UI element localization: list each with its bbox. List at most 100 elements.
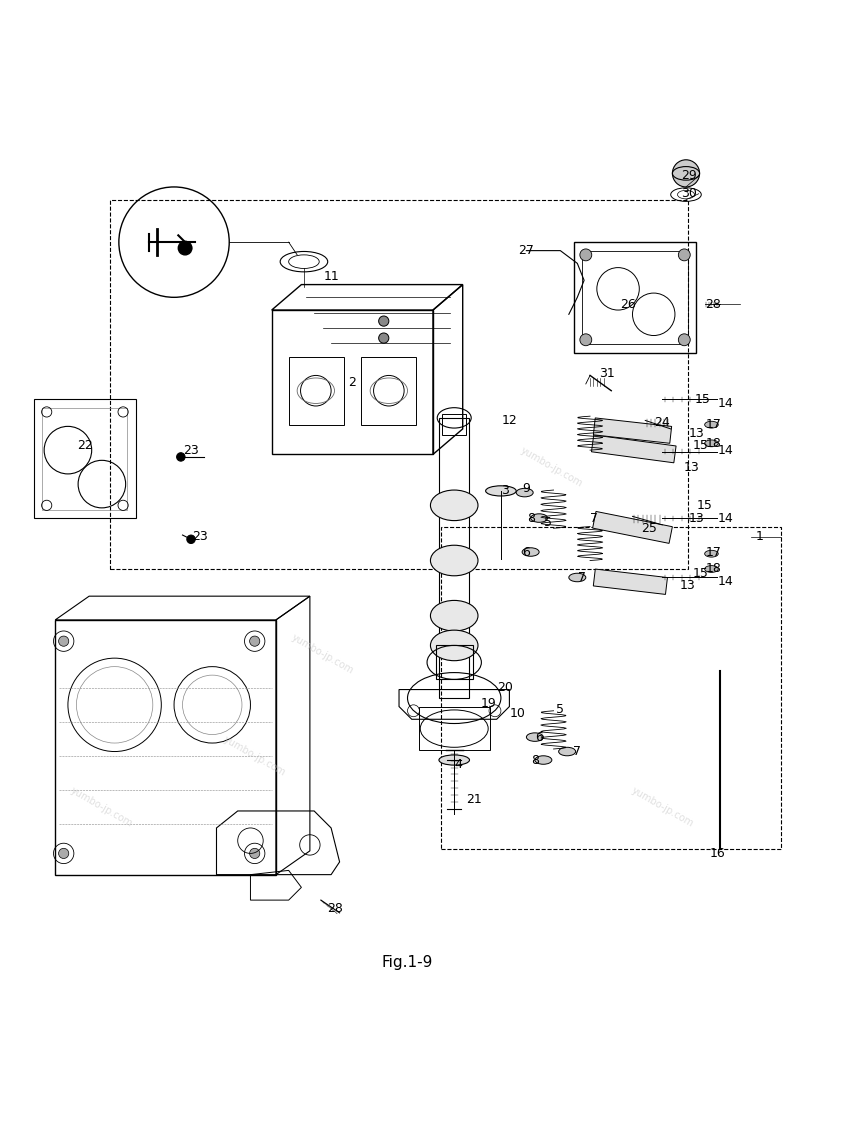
Circle shape (580, 249, 592, 261)
Text: 14: 14 (718, 444, 734, 456)
Text: 2: 2 (348, 376, 357, 389)
Text: 3: 3 (501, 485, 509, 497)
Text: yumbo-jp.com: yumbo-jp.com (629, 785, 695, 828)
Circle shape (580, 333, 592, 346)
Polygon shape (593, 418, 672, 444)
Text: 24: 24 (655, 417, 670, 429)
Ellipse shape (705, 551, 718, 558)
Text: 7: 7 (573, 745, 582, 758)
Ellipse shape (559, 748, 576, 756)
Ellipse shape (535, 756, 552, 765)
Text: 21: 21 (466, 793, 481, 807)
Ellipse shape (705, 566, 718, 572)
Text: 28: 28 (328, 902, 343, 915)
Ellipse shape (526, 733, 543, 741)
Text: 26: 26 (621, 298, 636, 311)
Text: 13: 13 (689, 512, 704, 525)
Text: 25: 25 (642, 521, 657, 535)
Circle shape (59, 848, 69, 858)
Text: 19: 19 (481, 696, 496, 710)
Text: 12: 12 (502, 414, 517, 427)
Ellipse shape (705, 421, 718, 428)
Ellipse shape (430, 545, 478, 576)
Ellipse shape (569, 574, 586, 582)
Bar (582, 250, 688, 344)
Text: 8: 8 (526, 512, 535, 525)
Bar (272, 310, 433, 454)
Text: 20: 20 (498, 682, 513, 694)
Text: 9: 9 (522, 481, 531, 495)
Text: 5: 5 (556, 702, 565, 716)
Bar (289, 356, 344, 424)
Circle shape (177, 453, 185, 461)
Bar (419, 708, 490, 750)
Text: 6: 6 (535, 731, 543, 743)
Text: 15: 15 (693, 567, 708, 579)
Ellipse shape (522, 547, 539, 556)
Ellipse shape (430, 630, 478, 661)
Bar (439, 418, 469, 698)
Polygon shape (593, 569, 667, 594)
Text: 18: 18 (706, 437, 721, 450)
Text: 22: 22 (77, 439, 93, 453)
Text: 18: 18 (706, 562, 721, 576)
Bar (110, 199, 688, 569)
Circle shape (672, 159, 700, 187)
Text: 16: 16 (710, 847, 725, 860)
Text: yumbo-jp.com: yumbo-jp.com (69, 785, 135, 828)
Circle shape (379, 333, 389, 344)
Text: 7: 7 (577, 571, 586, 584)
Text: yumbo-jp.com: yumbo-jp.com (222, 734, 288, 777)
Text: 29: 29 (682, 170, 697, 182)
Circle shape (178, 241, 192, 255)
Circle shape (59, 636, 69, 646)
Text: 31: 31 (599, 368, 615, 380)
Text: 15: 15 (697, 498, 712, 512)
Bar (436, 645, 473, 679)
Circle shape (250, 848, 260, 858)
Text: 1: 1 (756, 530, 764, 543)
Text: Fig.1-9: Fig.1-9 (382, 955, 433, 970)
Text: 5: 5 (543, 516, 552, 529)
Circle shape (250, 636, 260, 646)
Bar (55, 620, 276, 875)
Text: 4: 4 (454, 758, 463, 770)
Text: 7: 7 (590, 512, 599, 525)
Circle shape (678, 333, 690, 346)
Text: 15: 15 (695, 393, 711, 406)
Ellipse shape (430, 490, 478, 520)
Text: 23: 23 (192, 530, 207, 543)
Circle shape (678, 249, 690, 261)
Text: 13: 13 (680, 579, 695, 593)
Ellipse shape (439, 754, 469, 765)
Text: 17: 17 (706, 418, 721, 431)
Ellipse shape (531, 514, 548, 522)
Text: 14: 14 (718, 575, 734, 588)
Text: 23: 23 (183, 444, 199, 456)
Bar (361, 356, 416, 424)
Text: 14: 14 (718, 397, 734, 410)
Bar (42, 407, 127, 510)
Text: 27: 27 (519, 245, 534, 257)
Bar (442, 413, 466, 435)
Text: 6: 6 (522, 545, 531, 559)
Text: 13: 13 (684, 461, 700, 473)
Bar (441, 527, 781, 849)
Ellipse shape (486, 486, 516, 496)
Circle shape (187, 535, 195, 544)
Text: 30: 30 (682, 188, 697, 200)
Polygon shape (592, 435, 676, 463)
Ellipse shape (430, 601, 478, 630)
Text: yumbo-jp.com: yumbo-jp.com (519, 445, 585, 489)
Text: 11: 11 (323, 270, 339, 282)
Text: 13: 13 (689, 427, 704, 439)
Text: 15: 15 (693, 439, 708, 453)
Text: 10: 10 (510, 707, 526, 720)
Ellipse shape (705, 440, 718, 447)
Bar (34, 399, 136, 518)
Text: yumbo-jp.com: yumbo-jp.com (290, 632, 356, 676)
Text: 14: 14 (718, 512, 734, 525)
Circle shape (379, 316, 389, 327)
Ellipse shape (516, 488, 533, 497)
Text: 28: 28 (706, 298, 721, 311)
